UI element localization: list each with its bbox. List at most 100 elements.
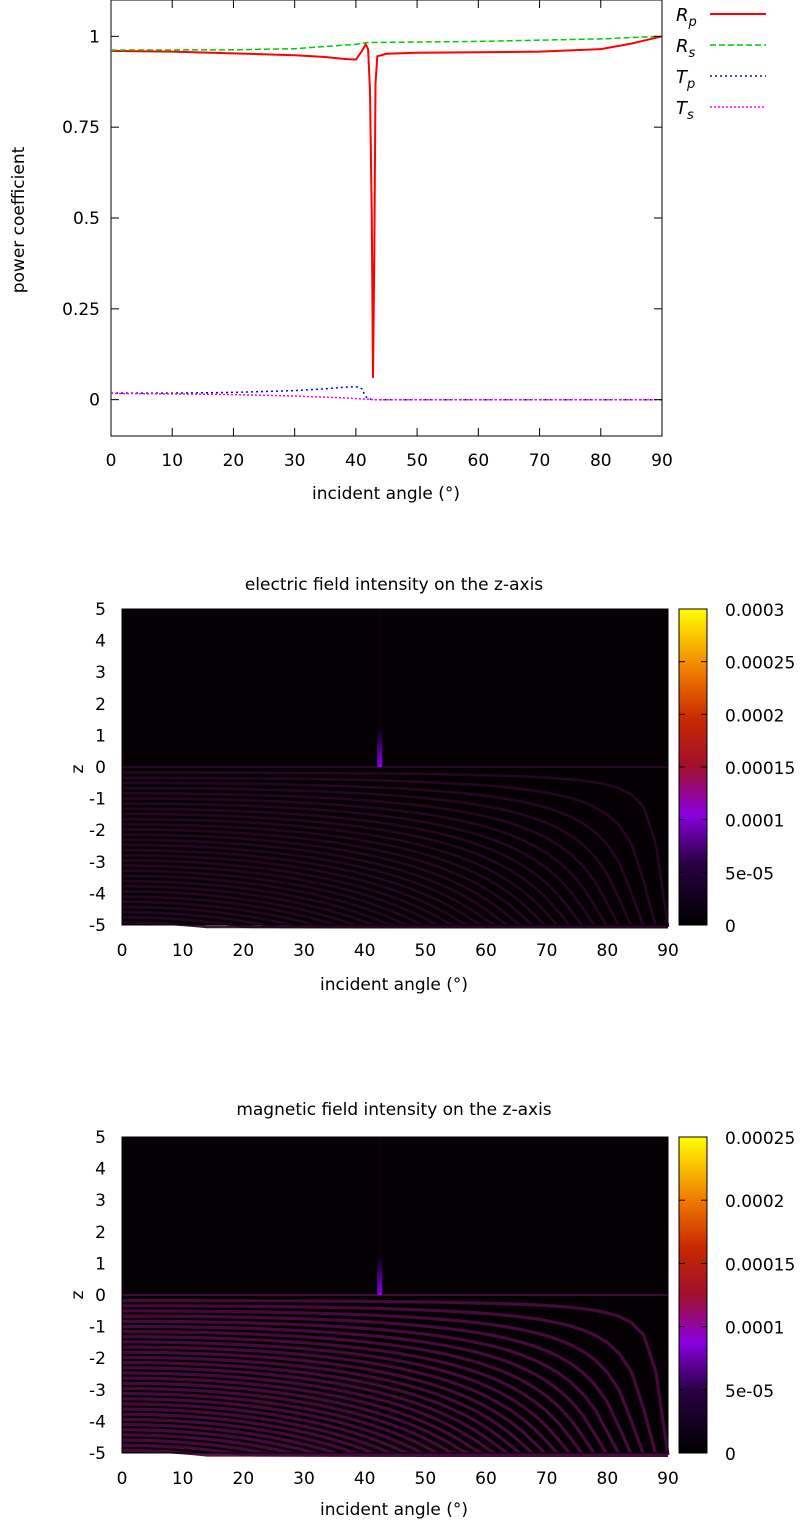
fringe-band: [122, 776, 668, 929]
fringe-band: [122, 1335, 668, 1457]
y-tick-label: 2: [95, 695, 106, 715]
fringe-band: [122, 792, 668, 929]
x-tick-label: 70: [536, 941, 558, 961]
heatmap-body: [121, 608, 670, 929]
colorbar-tick-label: 0.0002: [725, 706, 784, 726]
x-tick-label: 50: [415, 1469, 437, 1489]
y-tick-label: 0.25: [62, 300, 100, 320]
fringe-band: [121, 1448, 668, 1457]
y-tick-label: -5: [89, 916, 106, 936]
y-tick-label: -2: [89, 821, 106, 841]
y-tick-label: -1: [89, 790, 106, 810]
power-coefficient-chart: 0 10 20 30 40 50 60 70 80 90 0 0.25 0.5 0.75 1 incide…: [9, 0, 766, 504]
x-tick-label: 90: [651, 451, 673, 471]
legend-label: Rs: [676, 36, 696, 61]
fringe-band: [122, 786, 668, 929]
fringe-band: [122, 1304, 668, 1457]
legend-label: Ts: [676, 98, 694, 123]
x-tick-label: 70: [536, 1469, 558, 1489]
fringe-band: [122, 802, 668, 929]
y-ticks: 5 4 3 2 1 0 -1 -2 -3 -4 -5: [89, 1128, 106, 1464]
y-ticks: 0 0.25 0.5 0.75 1: [62, 27, 662, 411]
x-ticks: 0 10 20 30 40 50 60 70 80 90: [106, 0, 673, 471]
fringe-band: [122, 1314, 668, 1457]
y-tick-label: 3: [95, 663, 106, 683]
colorbar-tick-label: 5e-05: [725, 864, 774, 884]
fringe-band: [122, 1309, 668, 1457]
y-tick-label: -4: [89, 884, 106, 904]
x-tick-label: 60: [475, 1469, 497, 1489]
legend-label: Rp: [676, 5, 697, 30]
plot-frame: [121, 608, 669, 926]
x-tick-label: 10: [172, 941, 194, 961]
magnetic-field-heatmap: magnetic field intensity on the z-axis 0…: [68, 1100, 795, 1520]
series-lines: [110, 35, 663, 401]
x-tick-label: 60: [468, 451, 490, 471]
fringe-band: [122, 781, 668, 929]
legend-entry-tp: Tp: [676, 67, 766, 92]
y-tick-label: 2: [95, 1223, 106, 1243]
electric-field-heatmap: electric field intensity on the z-axis 0…: [68, 575, 795, 995]
x-tick-label: 90: [657, 1469, 679, 1489]
legend: Rp Rs Tp Ts: [676, 5, 766, 123]
interference-fringes: [121, 771, 670, 929]
x-tick-label: 20: [233, 941, 255, 961]
x-tick-label: 90: [657, 941, 679, 961]
colorbar-ticks: 0.00025 0.0002 0.00015 0.0001 5e-05 0: [679, 1129, 795, 1465]
legend-entry-rp: Rp: [676, 5, 766, 30]
x-tick-label: 80: [597, 1469, 619, 1489]
legend-label: Tp: [676, 67, 695, 92]
x-tick-label: 40: [354, 941, 376, 961]
fringe-band: [122, 771, 670, 928]
plot-frame: [121, 1136, 669, 1454]
colorbar-tick-label: 0.00025: [725, 654, 795, 674]
x-tick-label: 50: [406, 451, 428, 471]
y-tick-label: 0.5: [73, 209, 100, 229]
series-line-ts: [110, 392, 662, 401]
y-tick-label: 0.75: [62, 118, 100, 138]
colorbar-tick-label: 0.00015: [725, 759, 795, 779]
x-tick-label: 80: [597, 941, 619, 961]
x-ticks: 0 10 20 30 40 50 60 70 80 90: [117, 1469, 679, 1489]
colorbar-tick-label: 0: [725, 1445, 736, 1465]
x-axis-label: incident angle (°): [312, 484, 460, 504]
y-tick-label: 4: [95, 1160, 106, 1180]
y-tick-label: 0: [95, 758, 106, 778]
colorbar: [678, 1136, 708, 1454]
x-axis-label: incident angle (°): [320, 1500, 468, 1520]
x-tick-label: 30: [293, 941, 315, 961]
x-tick-label: 50: [415, 941, 437, 961]
y-tick-label: 1: [95, 726, 106, 746]
y-tick-label: -4: [89, 1412, 106, 1432]
fringe-band: [122, 1299, 670, 1456]
y-axis-label: power coefficient: [9, 146, 29, 293]
x-tick-label: 20: [233, 1469, 255, 1489]
y-tick-label: 5: [95, 1128, 106, 1148]
y-ticks: 5 4 3 2 1 0 -1 -2 -3 -4 -5: [89, 600, 106, 936]
colorbar-tick-label: 0: [725, 917, 736, 937]
x-tick-label: 10: [161, 451, 183, 471]
x-axis-label: incident angle (°): [320, 975, 468, 995]
y-tick-label: -5: [89, 1444, 106, 1464]
legend-entry-ts: Ts: [676, 98, 766, 123]
x-tick-label: 30: [284, 451, 306, 471]
heatmap-body: [121, 1136, 670, 1457]
chart-title: electric field intensity on the z-axis: [245, 575, 543, 595]
x-tick-label: 0: [117, 1469, 128, 1489]
y-tick-label: -1: [89, 1318, 106, 1338]
y-axis-label: z: [68, 1290, 88, 1299]
y-tick-label: 0: [89, 391, 100, 411]
x-tick-label: 0: [117, 941, 128, 961]
fringe-band: [122, 1330, 668, 1457]
colorbar-tick-label: 0.00025: [725, 1129, 795, 1149]
fringe-band: [122, 797, 668, 929]
series-line-rp: [110, 35, 663, 378]
y-tick-label: 1: [89, 27, 100, 47]
fringe-band: [121, 921, 668, 929]
interference-fringes: [121, 1299, 670, 1457]
colorbar-tick-label: 0.0001: [725, 812, 784, 832]
x-tick-label: 30: [293, 1469, 315, 1489]
y-tick-label: 1: [95, 1254, 106, 1274]
y-tick-label: -3: [89, 1381, 106, 1401]
